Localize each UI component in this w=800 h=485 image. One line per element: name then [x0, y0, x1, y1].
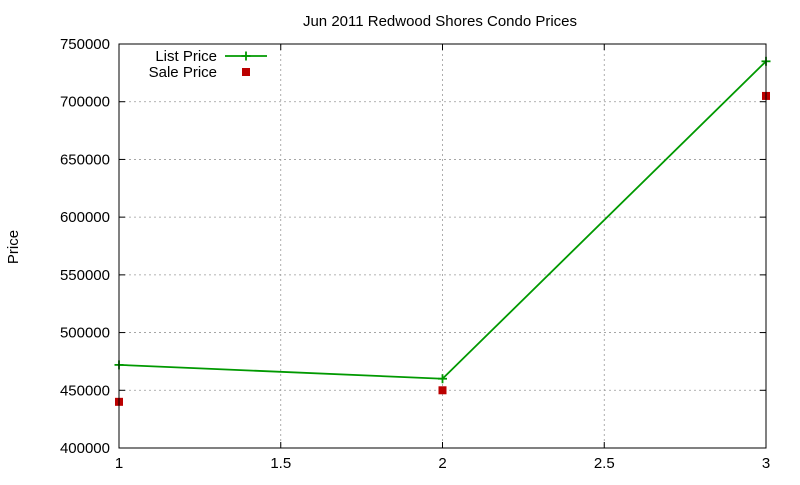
y-tick-label: 600000 [60, 209, 110, 226]
axis-ticks: 400000 450000 500000 550000 600000 650000 7000… [60, 36, 770, 472]
legend-label-sale-price: Sale Price [149, 64, 217, 81]
y-axis-label: Price [5, 230, 22, 264]
legend-marker-sale-price [242, 68, 250, 76]
x-tick-label: 1 [115, 455, 123, 472]
y-tick-label: 550000 [60, 267, 110, 284]
x-tick-label: 2 [438, 455, 446, 472]
x-tick-label: 2.5 [594, 455, 615, 472]
y-tick-label: 450000 [60, 382, 110, 399]
chart-title: Jun 2011 Redwood Shores Condo Prices [303, 13, 577, 30]
legend-label-list-price: List Price [155, 48, 217, 65]
x-tick-label: 1.5 [270, 455, 291, 472]
y-tick-label: 650000 [60, 151, 110, 168]
y-tick-label: 750000 [60, 36, 110, 53]
x-tick-label: 3 [762, 455, 770, 472]
y-tick-label: 500000 [60, 325, 110, 342]
sale-price-point [438, 386, 447, 395]
plot-frame [118, 43, 767, 449]
list-price-point [438, 374, 447, 384]
y-tick-label: 700000 [60, 94, 110, 111]
legend-marker-list-price [241, 51, 251, 61]
y-tick-label: 400000 [60, 440, 110, 457]
